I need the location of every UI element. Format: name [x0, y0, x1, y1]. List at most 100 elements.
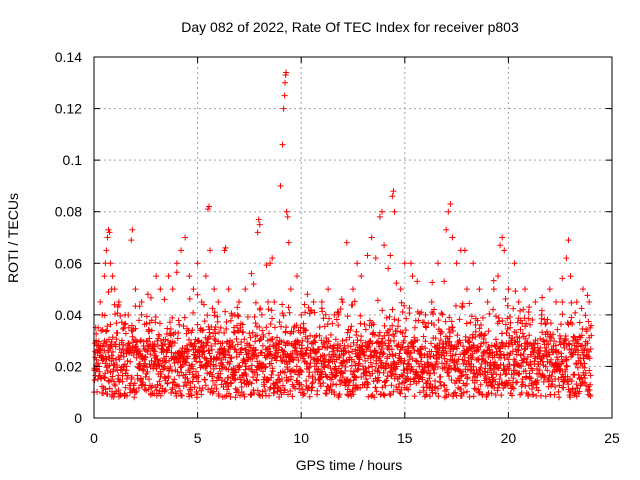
data-point — [211, 309, 218, 316]
data-point — [281, 92, 288, 99]
data-point — [199, 385, 206, 392]
data-point — [584, 292, 591, 299]
data-point — [458, 372, 465, 379]
data-point — [353, 328, 360, 335]
data-point — [212, 323, 219, 330]
data-point — [279, 141, 286, 148]
data-point — [586, 367, 593, 374]
data-point — [237, 349, 244, 356]
data-point — [463, 320, 470, 327]
data-point — [452, 302, 459, 309]
data-point — [208, 346, 215, 353]
data-point — [545, 383, 552, 390]
data-point — [536, 367, 543, 374]
data-point — [549, 381, 556, 388]
data-point — [472, 322, 479, 329]
data-point — [195, 372, 202, 379]
data-point — [586, 298, 593, 305]
data-point — [153, 387, 160, 394]
data-point — [396, 350, 403, 357]
data-point — [102, 353, 109, 360]
data-point — [102, 328, 109, 335]
data-point — [389, 353, 396, 360]
data-point — [339, 298, 346, 305]
data-point — [299, 337, 306, 344]
y-tick-label: 0.1 — [63, 152, 83, 168]
data-point — [238, 384, 245, 391]
data-point — [129, 333, 136, 340]
data-point — [490, 306, 497, 313]
data-point — [390, 188, 397, 195]
y-tick-labels: 0 0.02 0.04 0.06 0.08 0.1 0.12 0.14 — [55, 49, 82, 426]
data-point — [399, 308, 406, 315]
data-point — [128, 374, 135, 381]
data-point — [316, 323, 323, 330]
data-point — [587, 393, 594, 400]
data-point — [405, 345, 412, 352]
data-point — [470, 363, 477, 370]
data-point — [302, 309, 309, 316]
data-point — [332, 373, 339, 380]
data-point — [435, 393, 442, 400]
data-point — [329, 374, 336, 381]
data-point — [582, 369, 589, 376]
data-point — [280, 105, 287, 112]
data-point — [522, 335, 529, 342]
data-point — [519, 330, 526, 337]
data-point — [386, 313, 393, 320]
data-point — [355, 365, 362, 372]
data-point — [118, 337, 125, 344]
data-point — [320, 315, 327, 322]
data-point — [387, 252, 394, 259]
data-point — [299, 345, 306, 352]
data-point — [446, 329, 453, 336]
data-point — [322, 390, 329, 397]
data-point — [203, 363, 210, 370]
data-point — [437, 373, 444, 380]
data-point — [502, 296, 509, 303]
data-point — [385, 332, 392, 339]
data-point — [274, 384, 281, 391]
data-point — [574, 364, 581, 371]
data-point — [378, 338, 385, 345]
data-point — [122, 320, 129, 327]
data-point — [515, 298, 522, 305]
data-point — [324, 344, 331, 351]
data-point — [354, 337, 361, 344]
data-point — [406, 305, 413, 312]
data-point — [435, 317, 442, 324]
data-point — [113, 336, 120, 343]
data-point — [274, 353, 281, 360]
data-point — [289, 393, 296, 400]
data-point — [565, 237, 572, 244]
data-point — [513, 329, 520, 336]
data-point — [561, 337, 568, 344]
data-point — [463, 380, 470, 387]
data-point — [161, 364, 168, 371]
data-point — [572, 309, 579, 316]
data-point — [442, 345, 449, 352]
data-point — [258, 360, 265, 367]
data-point — [209, 389, 216, 396]
data-point — [165, 273, 172, 280]
data-point — [361, 352, 368, 359]
data-point — [400, 337, 407, 344]
data-point — [207, 247, 214, 254]
data-point — [497, 242, 504, 249]
data-point — [122, 384, 129, 391]
data-point — [409, 273, 416, 280]
data-point — [311, 337, 318, 344]
data-point — [104, 323, 111, 330]
data-point — [109, 355, 116, 362]
data-point — [227, 317, 234, 324]
data-point — [157, 357, 164, 364]
data-point — [102, 260, 109, 267]
data-point — [344, 329, 351, 336]
data-point — [579, 325, 586, 332]
data-point — [331, 373, 338, 380]
data-point — [189, 378, 196, 385]
data-point — [147, 351, 154, 358]
data-point — [315, 346, 322, 353]
data-point — [225, 383, 232, 390]
data-point — [333, 372, 340, 379]
